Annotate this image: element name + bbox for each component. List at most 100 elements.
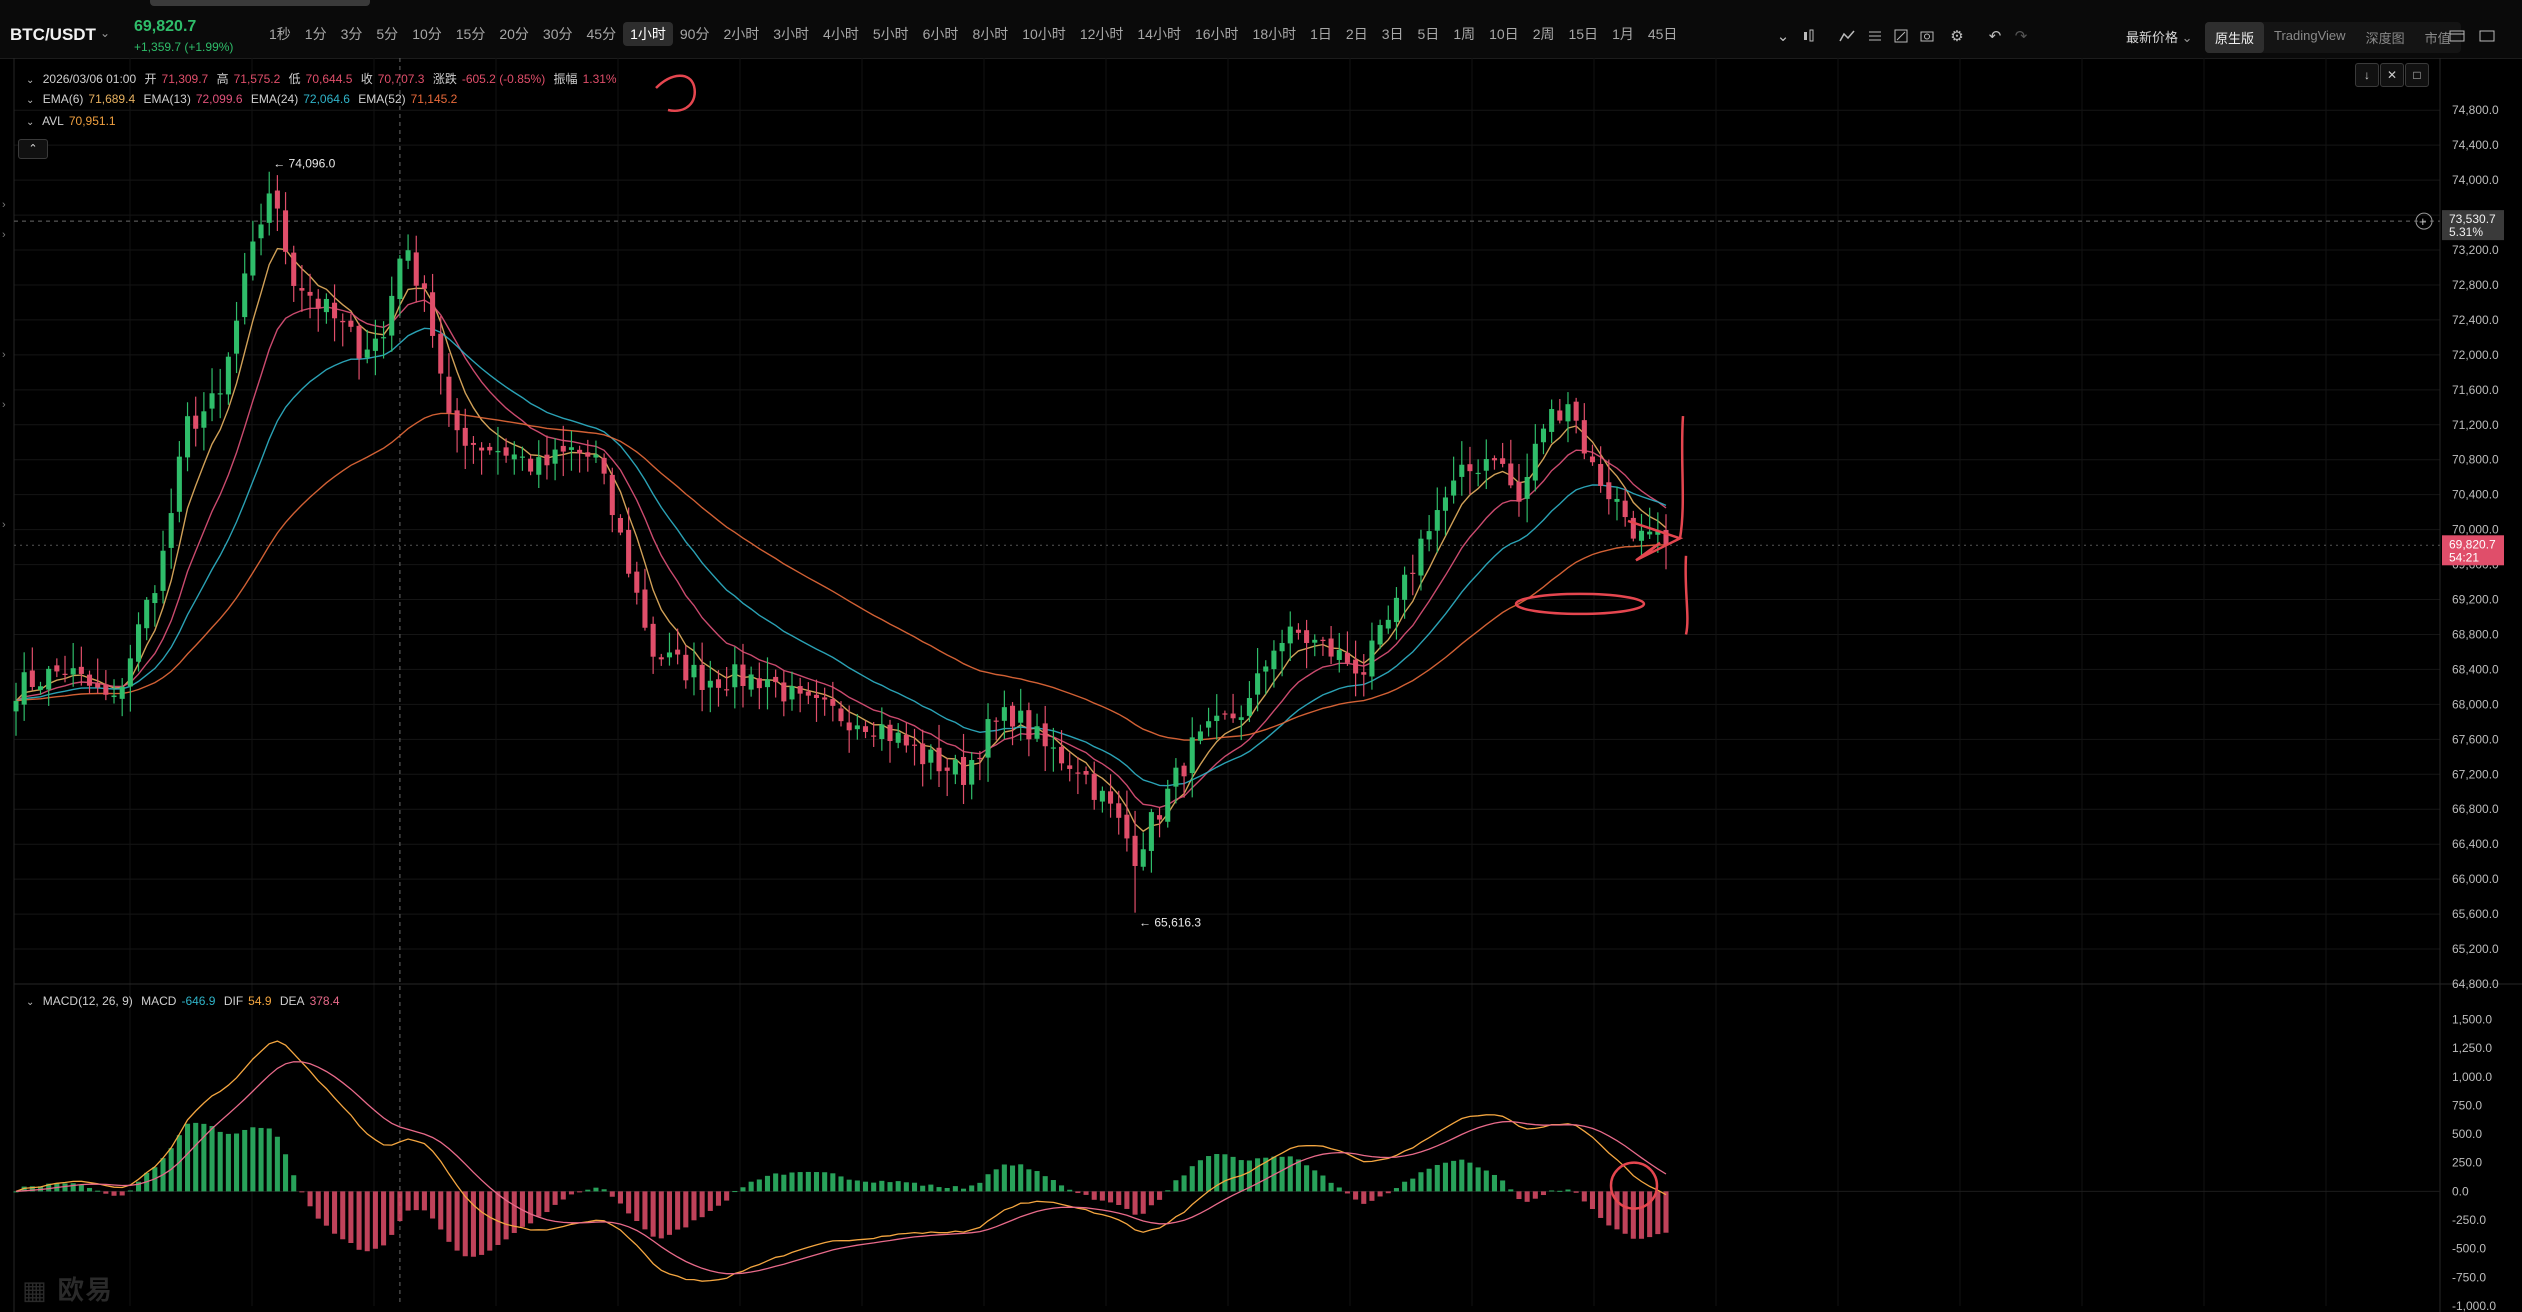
view-tab[interactable]: 市值 xyxy=(2424,31,2451,46)
candle-body xyxy=(536,457,542,475)
candle xyxy=(470,436,476,464)
interval-tab[interactable]: 2小时 xyxy=(723,26,760,42)
candle-body xyxy=(274,190,280,209)
window-icon[interactable] xyxy=(2446,26,2468,46)
candle xyxy=(86,670,93,694)
view-tab[interactable]: TradingView xyxy=(2274,28,2346,43)
candle-body xyxy=(46,668,52,690)
candle xyxy=(1459,441,1465,496)
settings-icon[interactable]: ⚙ xyxy=(1950,28,1964,45)
chevron-right-icon: › xyxy=(2,199,6,211)
interval-tab[interactable]: 6小时 xyxy=(922,26,959,42)
candle-body xyxy=(103,684,109,695)
symbol-selector[interactable]: BTC/USDT xyxy=(10,25,96,44)
candle-body xyxy=(1263,666,1269,672)
candle-body xyxy=(1565,404,1571,422)
macd-bar xyxy=(1614,1191,1620,1230)
chevron-down-icon[interactable]: ⌄ xyxy=(26,75,35,86)
candle-body xyxy=(503,447,509,456)
interval-tab[interactable]: 2周 xyxy=(1532,26,1555,42)
drawing-icon[interactable] xyxy=(1890,26,1912,46)
candle-body xyxy=(1246,698,1252,716)
chevron-down-icon[interactable]: ⌄ xyxy=(26,117,35,128)
candle-body xyxy=(1287,626,1293,644)
candle xyxy=(764,657,771,710)
interval-tab[interactable]: 3分 xyxy=(340,26,363,42)
interval-tab[interactable]: 30分 xyxy=(542,26,573,42)
redo-icon[interactable]: ↷ xyxy=(2014,28,2028,45)
ohlc-legend: ⌄ 2026/03/06 01:00 开 71,309.7 高 71,575.2 低… xyxy=(26,72,617,86)
price-tick-label: 72,400.0 xyxy=(2452,313,2499,327)
candle xyxy=(1353,640,1359,697)
chevron-down-icon[interactable]: ⌄ xyxy=(26,997,35,1008)
interval-tab[interactable]: 4小时 xyxy=(823,26,859,42)
interval-tab[interactable]: 5分 xyxy=(376,26,399,42)
interval-tab[interactable]: 90分 xyxy=(679,26,710,42)
macd-bar xyxy=(356,1191,362,1250)
candle xyxy=(732,646,738,709)
interval-tab[interactable]: 2日 xyxy=(1345,26,1368,42)
interval-tab[interactable]: 16小时 xyxy=(1194,26,1239,42)
view-tab[interactable]: 深度图 xyxy=(2365,31,2405,46)
macd-bar xyxy=(1508,1189,1514,1192)
interval-tab[interactable]: 10小时 xyxy=(1022,26,1066,42)
interval-tab[interactable]: 45日 xyxy=(1647,26,1678,42)
interval-tab[interactable]: 20分 xyxy=(499,26,529,42)
price-chart[interactable]: 74,800.074,400.074,000.073,600.073,200.0… xyxy=(0,58,2522,1312)
candle xyxy=(487,443,493,455)
candle-body xyxy=(1173,767,1179,787)
candle-body xyxy=(1238,717,1244,720)
interval-tab[interactable]: 5日 xyxy=(1417,26,1440,42)
macd-bar xyxy=(217,1131,223,1192)
candle xyxy=(675,628,681,665)
interval-tab[interactable]: 1日 xyxy=(1310,26,1332,42)
interval-tab[interactable]: 45分 xyxy=(586,26,617,42)
interval-tab[interactable]: 14小时 xyxy=(1137,26,1181,42)
candle xyxy=(250,220,256,281)
macd-bar xyxy=(201,1123,207,1192)
interval-tab[interactable]: 12小时 xyxy=(1079,26,1124,42)
macd-bar xyxy=(1263,1157,1269,1192)
interval-tab[interactable]: 15日 xyxy=(1568,26,1599,42)
macd-bar xyxy=(242,1129,248,1192)
interval-tab[interactable]: 1小时 xyxy=(623,22,673,46)
macd-histogram xyxy=(13,1122,2440,1257)
candle xyxy=(511,441,517,475)
interval-tab[interactable]: 10日 xyxy=(1489,26,1519,42)
indicators-icon[interactable] xyxy=(1836,26,1858,46)
maximize-pane-icon[interactable]: □ xyxy=(2405,63,2429,87)
interval-tab[interactable]: 3日 xyxy=(1381,26,1404,42)
candle xyxy=(1328,626,1334,664)
interval-tab[interactable]: 5小时 xyxy=(872,26,909,42)
interval-tab[interactable]: 1分 xyxy=(304,26,327,42)
interval-tab[interactable]: 1月 xyxy=(1612,26,1634,42)
chevron-down-icon[interactable]: ⌄ xyxy=(1776,28,1790,45)
interval-tab[interactable]: 8小时 xyxy=(972,26,1009,42)
scroll-down-icon[interactable]: ↓ xyxy=(2355,63,2379,87)
macd-bar xyxy=(830,1173,836,1192)
candle-type-icon[interactable] xyxy=(1798,26,1820,46)
interval-tab[interactable]: 15分 xyxy=(455,26,486,42)
collapse-pane-icon[interactable]: ✕ xyxy=(2380,63,2404,87)
layout-icon[interactable] xyxy=(1864,26,1886,46)
macd-bar xyxy=(1206,1156,1212,1192)
fullscreen-icon[interactable] xyxy=(2476,26,2498,46)
candle-body xyxy=(552,449,558,464)
price-type-select[interactable]: 最新价格 ⌄ xyxy=(2126,30,2193,45)
view-tab[interactable]: 原生版 xyxy=(2205,22,2265,53)
macd-bar xyxy=(871,1182,877,1192)
interval-tab[interactable]: 1秒 xyxy=(269,26,291,42)
undo-icon[interactable]: ↶ xyxy=(1988,28,2002,45)
candle-body xyxy=(560,445,566,452)
chevron-down-icon[interactable]: ⌄ xyxy=(100,26,111,40)
candle xyxy=(1157,807,1163,838)
interval-tab[interactable]: 18小时 xyxy=(1252,26,1297,42)
chevron-down-icon[interactable]: ⌄ xyxy=(26,95,35,106)
interval-tab[interactable]: 10分 xyxy=(412,26,442,42)
interval-tab[interactable]: 1周 xyxy=(1453,26,1476,42)
candle xyxy=(1312,634,1318,657)
interval-tab[interactable]: 3小时 xyxy=(773,26,810,42)
candle xyxy=(1222,710,1228,720)
collapse-legend-button[interactable]: ⌃ xyxy=(18,139,48,159)
screenshot-icon[interactable] xyxy=(1916,26,1938,46)
